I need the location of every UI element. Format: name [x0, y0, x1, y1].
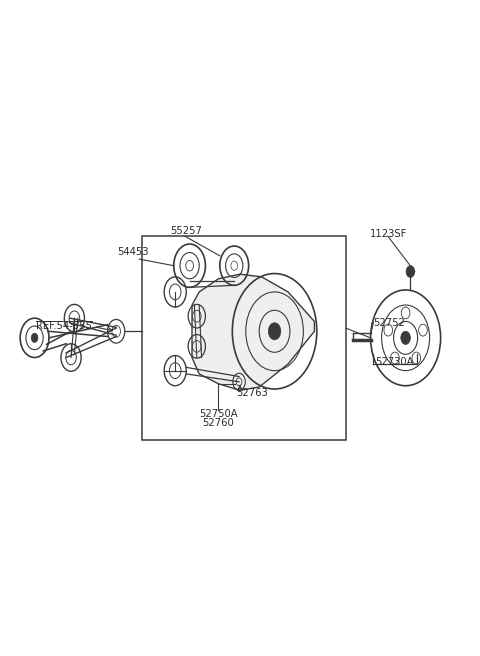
- Text: 52752: 52752: [373, 318, 405, 328]
- Text: 1123SF: 1123SF: [370, 229, 408, 239]
- Text: 54453: 54453: [118, 247, 149, 257]
- Text: 55257: 55257: [170, 226, 202, 236]
- Polygon shape: [192, 274, 314, 390]
- Circle shape: [31, 333, 38, 342]
- Bar: [142, 236, 346, 440]
- Text: 52763: 52763: [237, 388, 268, 398]
- Circle shape: [406, 266, 415, 277]
- Text: 52750A: 52750A: [199, 409, 238, 419]
- Text: REF.54-555: REF.54-555: [36, 321, 92, 331]
- Circle shape: [268, 323, 281, 340]
- Circle shape: [401, 331, 410, 344]
- Text: 52760: 52760: [203, 418, 234, 428]
- Text: 52730A: 52730A: [375, 358, 414, 367]
